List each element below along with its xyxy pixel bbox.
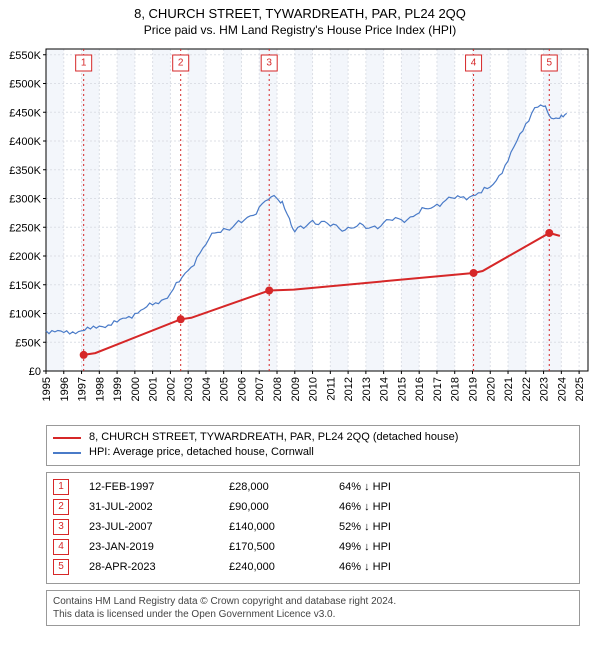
- sale-delta: 46% ↓ HPI: [339, 501, 573, 513]
- sale-delta: 52% ↓ HPI: [339, 521, 573, 533]
- svg-text:2004: 2004: [201, 377, 213, 401]
- sale-marker-5: 5: [53, 559, 69, 575]
- svg-text:2015: 2015: [396, 377, 408, 401]
- svg-text:2001: 2001: [148, 377, 160, 401]
- svg-text:2014: 2014: [379, 377, 391, 401]
- svg-text:£200K: £200K: [9, 251, 41, 263]
- svg-text:3: 3: [266, 57, 272, 68]
- svg-text:2003: 2003: [183, 377, 195, 401]
- svg-text:1999: 1999: [112, 377, 124, 401]
- svg-text:£150K: £150K: [9, 280, 41, 292]
- sale-price: £28,000: [229, 481, 339, 493]
- chart-container: { "title_line1": "8, CHURCH STREET, TYWA…: [0, 0, 600, 650]
- sale-marker-3: 3: [53, 519, 69, 535]
- legend-swatch-hpi: [53, 452, 81, 454]
- svg-text:1998: 1998: [94, 377, 106, 401]
- svg-text:£250K: £250K: [9, 222, 41, 234]
- svg-text:£50K: £50K: [15, 337, 41, 349]
- legend-label-house: 8, CHURCH STREET, TYWARDREATH, PAR, PL24…: [89, 430, 458, 445]
- svg-text:2018: 2018: [450, 377, 462, 401]
- svg-text:1: 1: [81, 57, 87, 68]
- table-row: 3 23-JUL-2007£140,00052% ↓ HPI: [53, 517, 573, 537]
- sale-date: 28-APR-2023: [89, 561, 229, 573]
- sale-marker-2: 2: [53, 499, 69, 515]
- sale-marker-4: 4: [53, 539, 69, 555]
- attribution-line1: Contains HM Land Registry data © Crown c…: [53, 595, 573, 608]
- svg-text:2024: 2024: [556, 377, 568, 401]
- svg-text:2000: 2000: [130, 377, 142, 401]
- legend-swatch-house: [53, 437, 81, 439]
- svg-text:5: 5: [546, 57, 552, 68]
- chart-title-line2: Price paid vs. HM Land Registry's House …: [0, 23, 600, 41]
- sale-date: 12-FEB-1997: [89, 481, 229, 493]
- attribution-line2: This data is licensed under the Open Gov…: [53, 608, 573, 621]
- svg-text:2012: 2012: [343, 377, 355, 401]
- sale-date: 23-JUL-2007: [89, 521, 229, 533]
- sales-table: 1 12-FEB-1997£28,00064% ↓ HPI 2 31-JUL-2002…: [46, 472, 580, 584]
- svg-text:2013: 2013: [361, 377, 373, 401]
- chart-title-line1: 8, CHURCH STREET, TYWARDREATH, PAR, PL24…: [0, 0, 600, 23]
- svg-text:£300K: £300K: [9, 193, 41, 205]
- price-chart: £0 £50K £100K £150K £200K £250K £300K £350K £400…: [0, 41, 600, 419]
- svg-text:1997: 1997: [77, 377, 89, 401]
- legend-label-hpi: HPI: Average price, detached house, Corn…: [89, 445, 314, 460]
- table-row: 4 23-JAN-2019£170,50049% ↓ HPI: [53, 537, 573, 557]
- svg-text:1995: 1995: [41, 377, 53, 401]
- svg-text:2021: 2021: [503, 377, 515, 401]
- svg-text:£0: £0: [29, 366, 41, 378]
- svg-text:£550K: £550K: [9, 50, 41, 62]
- sale-delta: 46% ↓ HPI: [339, 561, 573, 573]
- sale-delta: 49% ↓ HPI: [339, 541, 573, 553]
- sale-delta: 64% ↓ HPI: [339, 481, 573, 493]
- svg-text:2025: 2025: [574, 377, 586, 401]
- svg-text:2002: 2002: [165, 377, 177, 401]
- svg-text:£450K: £450K: [9, 107, 41, 119]
- sale-price: £170,500: [229, 541, 339, 553]
- sale-price: £240,000: [229, 561, 339, 573]
- table-row: 1 12-FEB-1997£28,00064% ↓ HPI: [53, 477, 573, 497]
- svg-text:2009: 2009: [290, 377, 302, 401]
- svg-text:2017: 2017: [432, 377, 444, 401]
- svg-text:2007: 2007: [254, 377, 266, 401]
- svg-text:2005: 2005: [219, 377, 231, 401]
- sale-date: 23-JAN-2019: [89, 541, 229, 553]
- svg-text:4: 4: [471, 57, 477, 68]
- sale-price: £90,000: [229, 501, 339, 513]
- legend-row-house: 8, CHURCH STREET, TYWARDREATH, PAR, PL24…: [53, 430, 573, 445]
- legend-row-hpi: HPI: Average price, detached house, Corn…: [53, 445, 573, 460]
- svg-text:£100K: £100K: [9, 308, 41, 320]
- svg-text:2016: 2016: [414, 377, 426, 401]
- svg-text:2011: 2011: [325, 377, 337, 401]
- attribution: Contains HM Land Registry data © Crown c…: [46, 590, 580, 626]
- svg-text:2010: 2010: [308, 377, 320, 401]
- sale-marker-1: 1: [53, 479, 69, 495]
- svg-text:£500K: £500K: [9, 78, 41, 90]
- svg-text:2020: 2020: [485, 377, 497, 401]
- svg-text:2019: 2019: [467, 377, 479, 401]
- sale-date: 31-JUL-2002: [89, 501, 229, 513]
- svg-text:2006: 2006: [236, 377, 248, 401]
- table-row: 2 31-JUL-2002£90,00046% ↓ HPI: [53, 497, 573, 517]
- legend: 8, CHURCH STREET, TYWARDREATH, PAR, PL24…: [46, 425, 580, 466]
- svg-text:£350K: £350K: [9, 165, 41, 177]
- table-row: 5 28-APR-2023£240,00046% ↓ HPI: [53, 557, 573, 577]
- svg-text:2008: 2008: [272, 377, 284, 401]
- svg-text:£400K: £400K: [9, 136, 41, 148]
- svg-text:2022: 2022: [521, 377, 533, 401]
- svg-text:2023: 2023: [539, 377, 551, 401]
- sale-price: £140,000: [229, 521, 339, 533]
- svg-text:2: 2: [178, 57, 184, 68]
- svg-text:1996: 1996: [59, 377, 71, 401]
